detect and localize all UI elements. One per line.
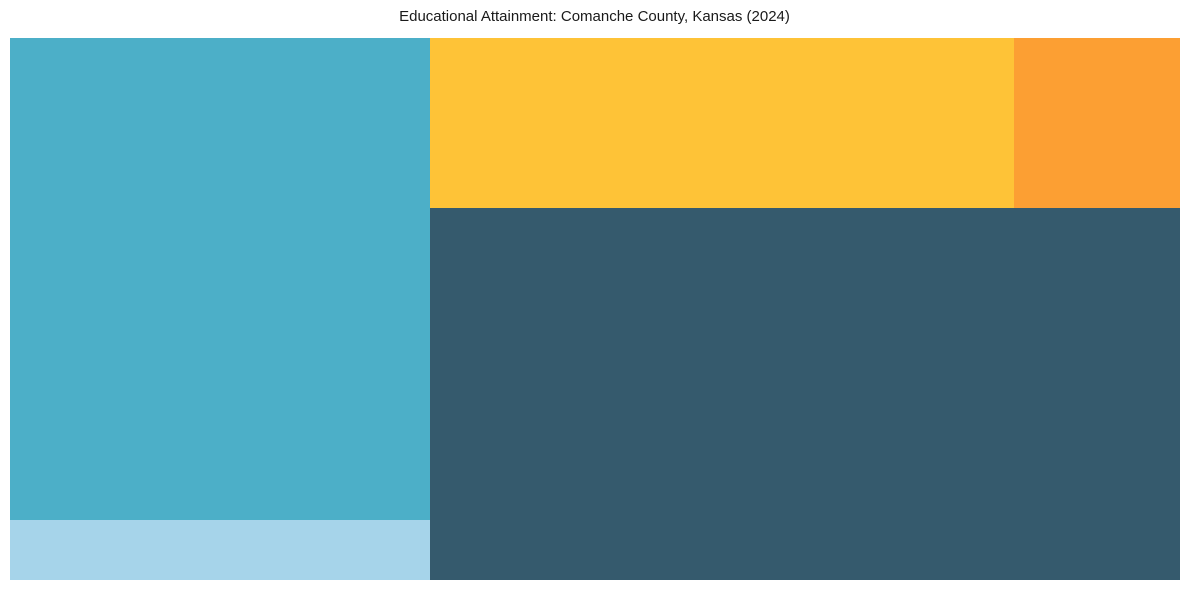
treemap-tile-4 [1014,38,1180,208]
treemap-tile-2 [10,520,430,580]
treemap-tile-3 [430,38,1014,208]
treemap-tile-1 [10,38,430,520]
treemap-tile-5 [430,208,1180,580]
chart-title: Educational Attainment: Comanche County,… [399,8,790,25]
treemap-plot-area [10,38,1180,580]
